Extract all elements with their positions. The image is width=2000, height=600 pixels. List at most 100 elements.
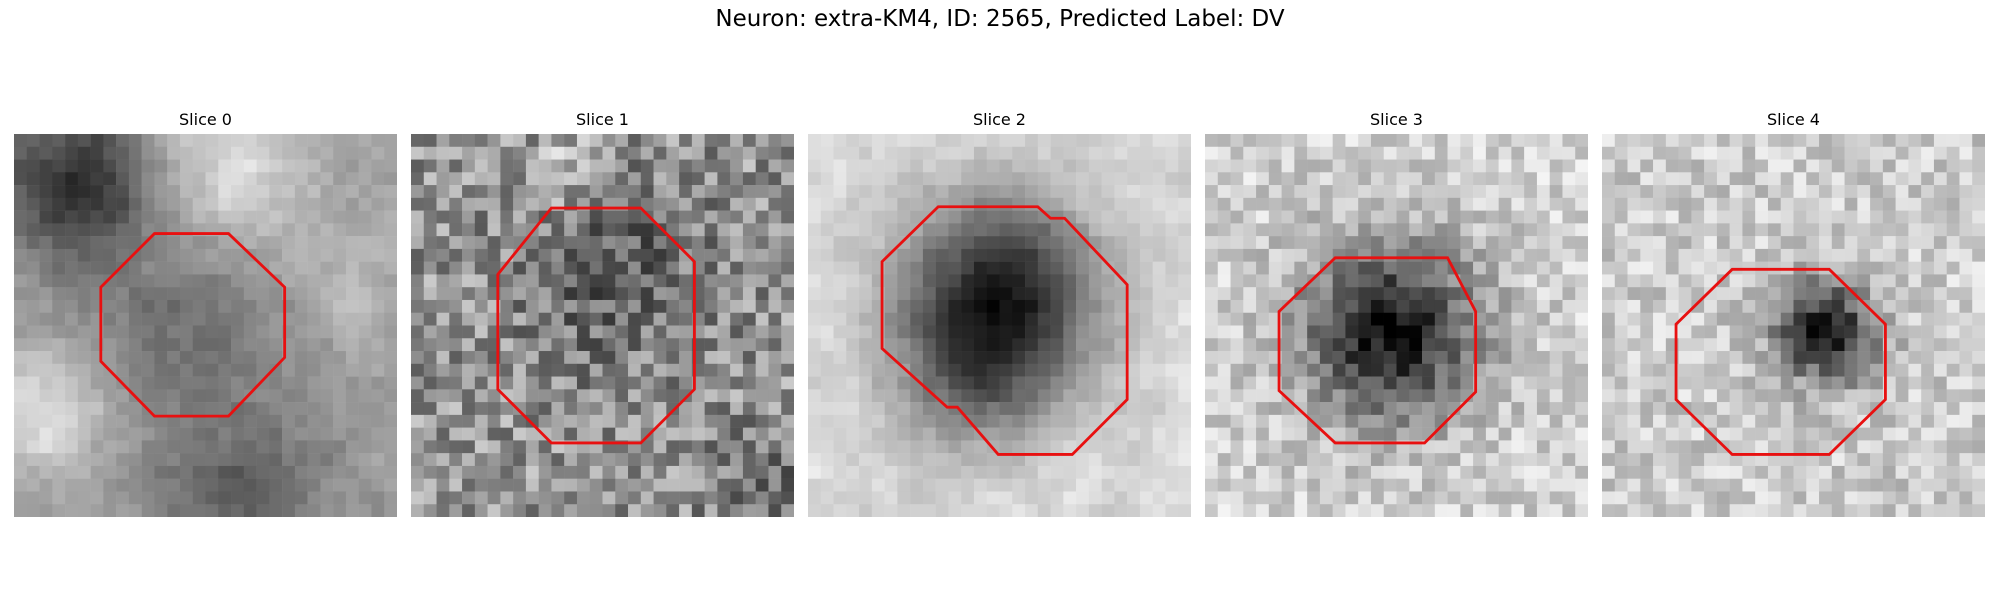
image-pixel (808, 236, 822, 250)
slice-image (808, 134, 1191, 517)
image-pixel (808, 402, 822, 416)
image-pixel (1114, 440, 1128, 454)
image-pixel (103, 427, 117, 441)
image-pixel (1139, 172, 1153, 186)
image-pixel (500, 363, 514, 377)
image-pixel (1933, 210, 1947, 224)
image-pixel (154, 197, 168, 211)
image-pixel (1358, 325, 1372, 339)
image-pixel (922, 223, 936, 237)
image-pixel (1946, 491, 1960, 505)
image-pixel (371, 427, 385, 441)
image-pixel (922, 146, 936, 160)
image-pixel (1037, 261, 1051, 275)
image-pixel (39, 287, 53, 301)
image-pixel (820, 414, 834, 428)
image-pixel (640, 248, 654, 262)
image-pixel (1844, 389, 1858, 403)
image-pixel (808, 363, 822, 377)
image-pixel (755, 223, 769, 237)
image-pixel (1076, 402, 1090, 416)
image-pixel (1473, 427, 1487, 441)
image-pixel (77, 287, 91, 301)
image-pixel (922, 402, 936, 416)
image-pixel (1780, 159, 1794, 173)
image-pixel (808, 491, 822, 505)
image-pixel (666, 299, 680, 313)
image-pixel (1205, 414, 1219, 428)
image-pixel (1025, 146, 1039, 160)
image-pixel (1959, 287, 1973, 301)
image-pixel (1536, 159, 1550, 173)
image-pixel (833, 389, 847, 403)
image-pixel (474, 159, 488, 173)
image-pixel (525, 376, 539, 390)
image-pixel (628, 312, 642, 326)
image-pixel (1691, 134, 1705, 148)
image-pixel (1268, 440, 1282, 454)
image-pixel (1933, 491, 1947, 505)
image-pixel (39, 440, 53, 454)
image-pixel (345, 236, 359, 250)
image-pixel (846, 134, 860, 148)
image-pixel (1307, 453, 1321, 467)
image-pixel (1037, 427, 1051, 441)
image-pixel (1691, 427, 1705, 441)
image-pixel (282, 363, 296, 377)
image-pixel (871, 134, 885, 148)
image-pixel (742, 478, 756, 492)
image-pixel (1256, 351, 1270, 365)
image-pixel (1933, 261, 1947, 275)
image-pixel (90, 261, 104, 275)
image-pixel (1524, 478, 1538, 492)
image-pixel (1691, 491, 1705, 505)
image-pixel (1653, 134, 1667, 148)
image-pixel (1025, 389, 1039, 403)
image-pixel (141, 363, 155, 377)
image-pixel (755, 274, 769, 288)
image-pixel (218, 248, 232, 262)
image-pixel (1383, 274, 1397, 288)
image-pixel (1294, 134, 1308, 148)
image-pixel (948, 236, 962, 250)
image-pixel (1294, 440, 1308, 454)
image-pixel (602, 223, 616, 237)
image-pixel (1025, 414, 1039, 428)
image-pixel (1908, 427, 1922, 441)
image-pixel (52, 312, 66, 326)
image-pixel (1332, 185, 1346, 199)
image-pixel (1653, 491, 1667, 505)
image-pixel (1729, 363, 1743, 377)
image-pixel (691, 146, 705, 160)
image-pixel (423, 491, 437, 505)
image-pixel (1908, 146, 1922, 160)
image-pixel (910, 338, 924, 352)
image-pixel (1307, 325, 1321, 339)
image-pixel (1640, 146, 1654, 160)
image-pixel (1536, 248, 1550, 262)
image-pixel (1729, 427, 1743, 441)
image-pixel (961, 197, 975, 211)
image-pixel (755, 287, 769, 301)
image-pixel (1101, 414, 1115, 428)
image-pixel (1640, 338, 1654, 352)
image-pixel (551, 402, 565, 416)
image-pixel (1050, 185, 1064, 199)
image-pixel (384, 338, 397, 352)
image-pixel (602, 146, 616, 160)
image-pixel (973, 261, 987, 275)
image-pixel (294, 363, 308, 377)
image-pixel (1050, 478, 1064, 492)
image-pixel (1230, 427, 1244, 441)
image-pixel (666, 261, 680, 275)
image-pixel (77, 402, 91, 416)
image-pixel (1716, 210, 1730, 224)
image-pixel (1025, 351, 1039, 365)
image-pixel (77, 248, 91, 262)
image-pixel (205, 402, 219, 416)
image-pixel (1409, 363, 1423, 377)
image-pixel (1921, 363, 1935, 377)
image-pixel (1716, 236, 1730, 250)
image-pixel (474, 427, 488, 441)
image-pixel (1549, 376, 1563, 390)
